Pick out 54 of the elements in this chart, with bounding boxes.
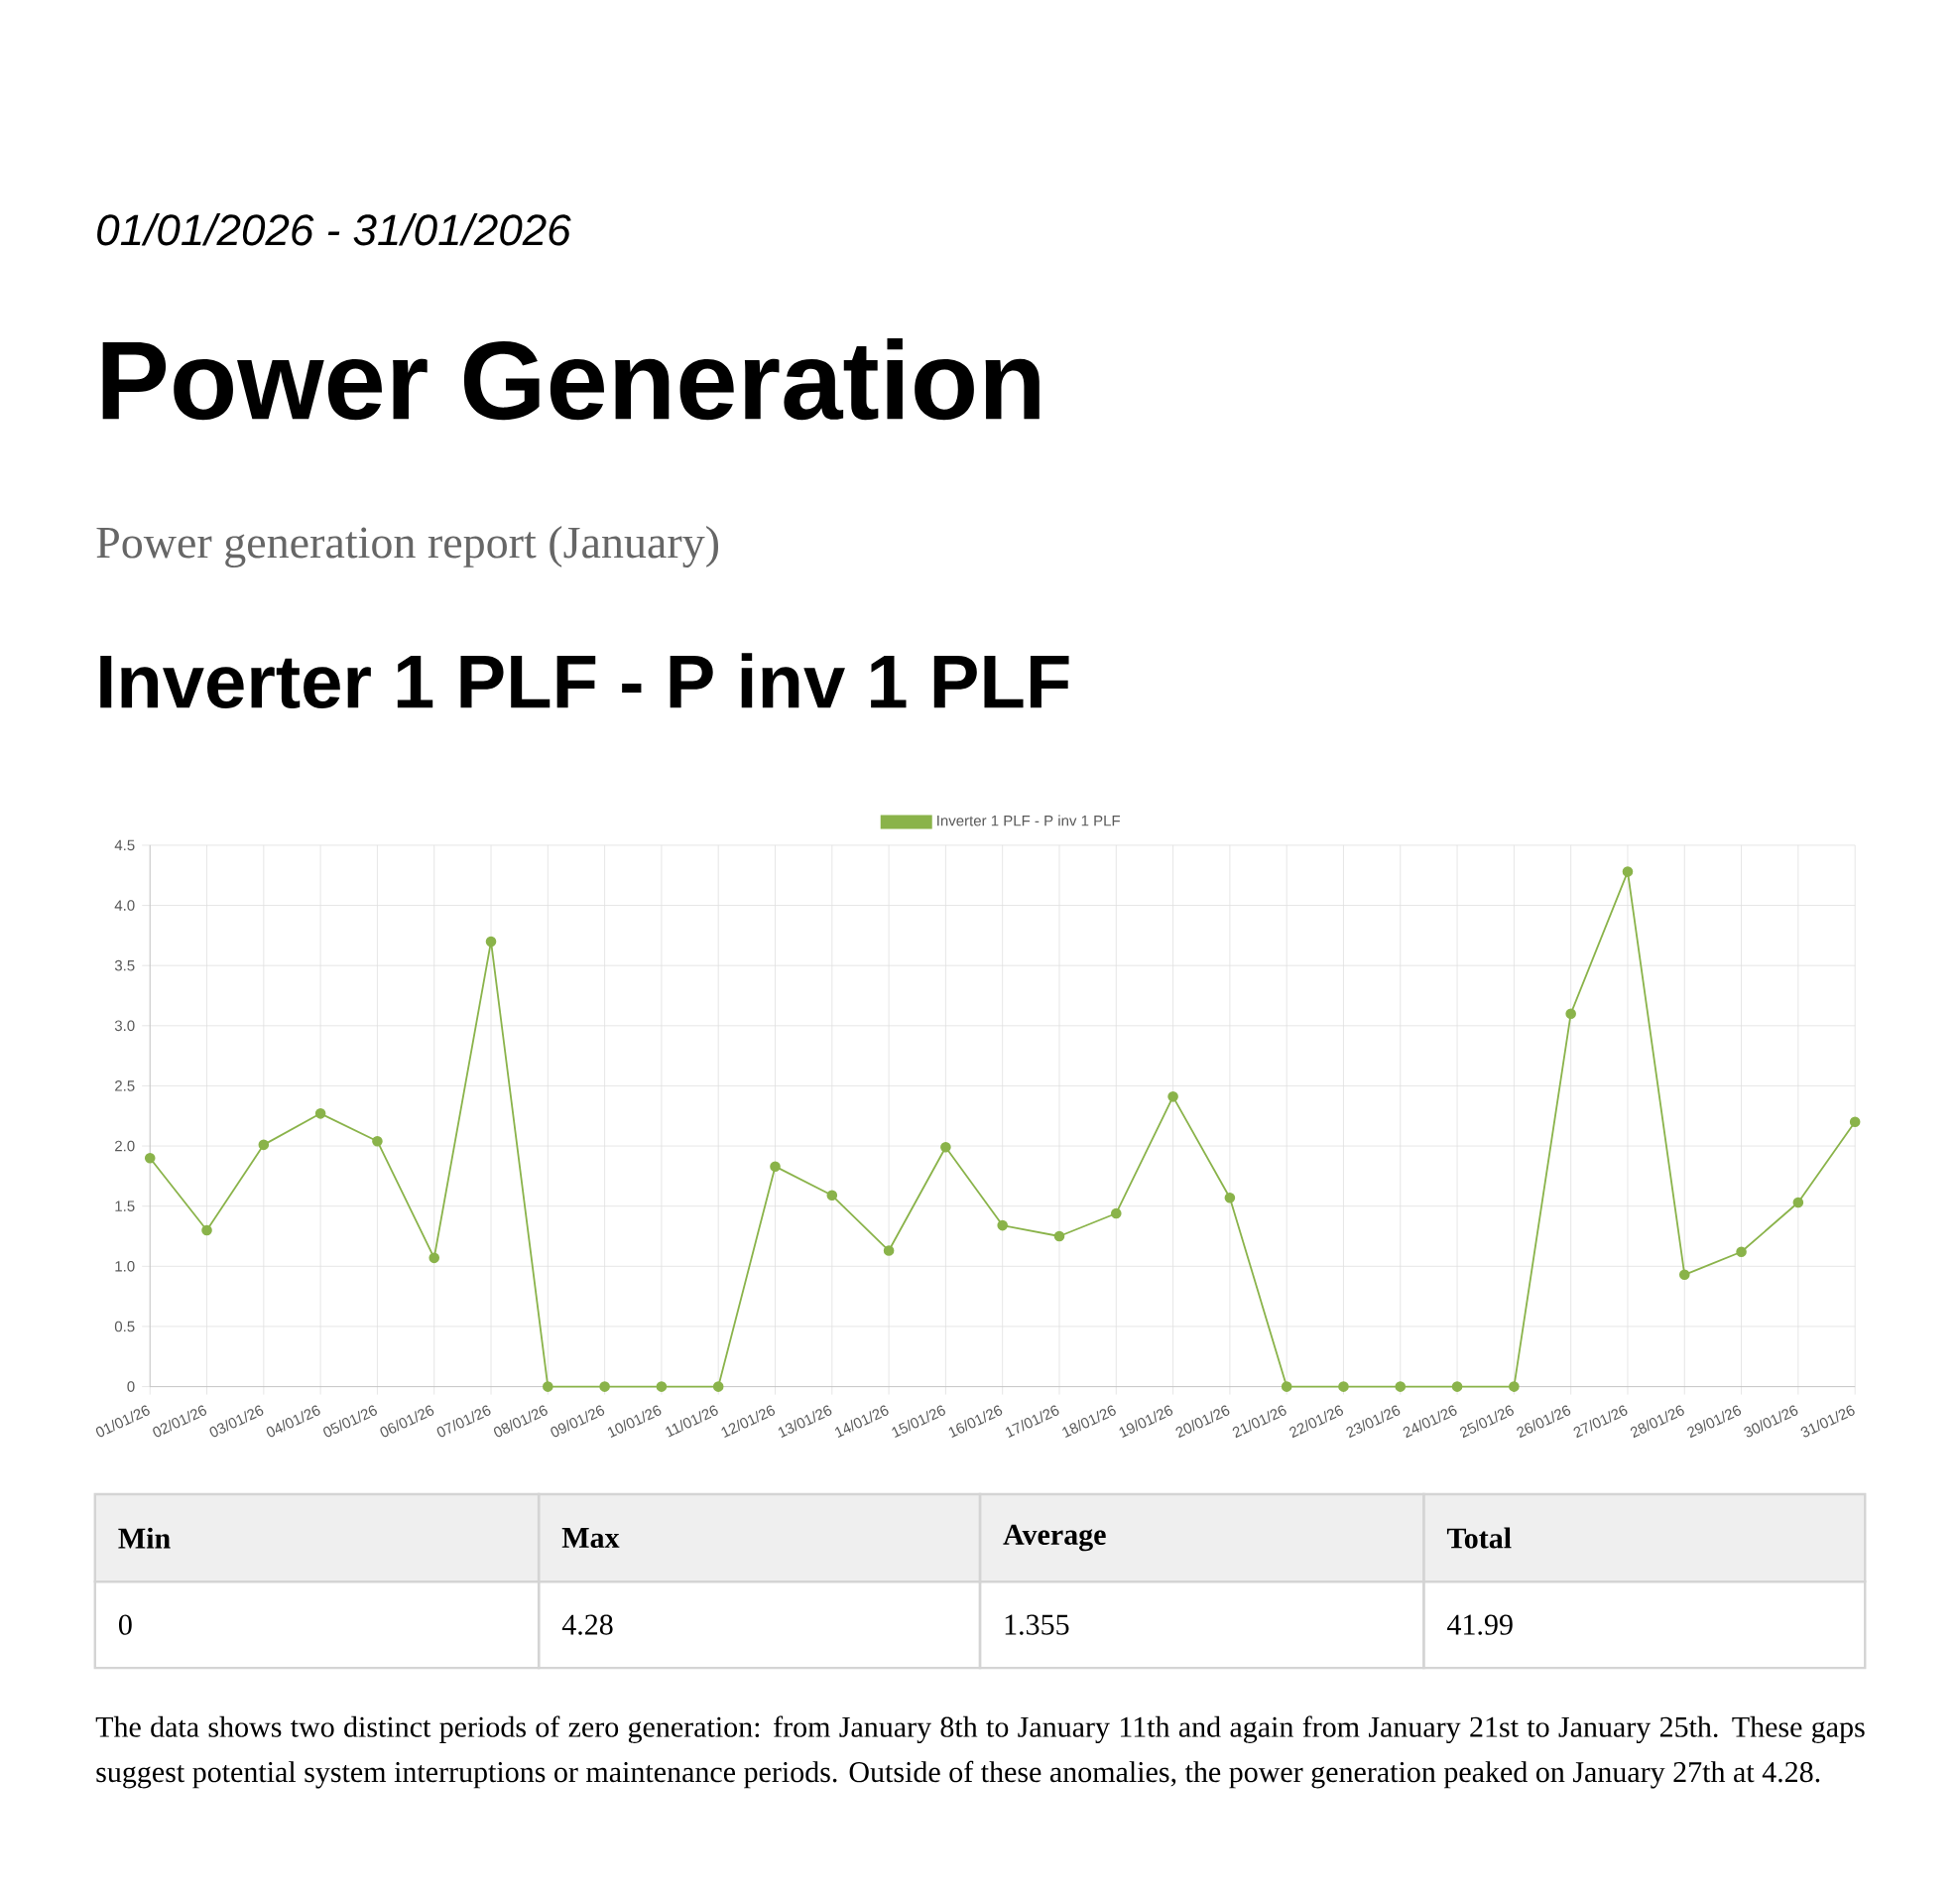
- y-tick-label: 4.5: [114, 839, 135, 851]
- point: [372, 1136, 383, 1147]
- point: [712, 1381, 724, 1393]
- point: [1509, 1381, 1520, 1393]
- point: [1849, 1116, 1861, 1128]
- text: Total: [1446, 1527, 1512, 1549]
- point: [1451, 1381, 1463, 1393]
- point: [314, 1108, 326, 1119]
- point: [1281, 1381, 1292, 1393]
- y-tick-label: 4.0: [114, 900, 135, 912]
- point: [543, 1381, 553, 1393]
- point: [485, 936, 497, 948]
- point: [144, 1153, 156, 1164]
- text: Max: [561, 1528, 620, 1549]
- point: [770, 1161, 781, 1173]
- y-tick-label: 0.5: [114, 1321, 135, 1332]
- y-tick-label: 1.5: [115, 1201, 135, 1212]
- point: [997, 1219, 1008, 1231]
- text: Min: [118, 1527, 171, 1549]
- point: [1110, 1207, 1122, 1219]
- point: [1053, 1230, 1065, 1242]
- point: [1395, 1381, 1407, 1393]
- point: [429, 1252, 440, 1264]
- point: [1678, 1269, 1690, 1281]
- text: 4.28: [561, 1614, 613, 1635]
- legend-label: Inverter 1 PLF - P inv 1 PLF: [937, 815, 1121, 826]
- point: [656, 1381, 668, 1393]
- text: The data shows two distinct periods of zero generation: from January 8th to January 11th and again from January 21st to January 25th. These gaps suggest potential system interruptions or maintenance periods. Outside of these anomalies, the power generation peaked on January 27th at 4.28.: [95, 1715, 1865, 1789]
- point: [1565, 1008, 1576, 1020]
- text: 01/01/2026 - 31/01/2026: [97, 213, 571, 246]
- point: [1224, 1193, 1236, 1203]
- point: [1622, 866, 1634, 878]
- y-tick-label: 3.5: [114, 960, 135, 971]
- point: [940, 1142, 951, 1153]
- y-tick-label: 2.0: [115, 1140, 135, 1152]
- text: 41.99: [1447, 1614, 1513, 1635]
- chart-title: Power Generation: [102, 338, 1040, 421]
- point: [883, 1245, 895, 1256]
- y-tick-label: 3.0: [114, 1020, 135, 1032]
- y-tick-label: 2.5: [115, 1080, 135, 1091]
- point: [599, 1381, 610, 1393]
- y-tick-label: 0: [127, 1381, 135, 1393]
- text: Average: [1003, 1525, 1106, 1552]
- point: [1792, 1197, 1804, 1208]
- chart-subtitle: Power generation report (January): [96, 526, 718, 569]
- point: [201, 1224, 212, 1236]
- point: [826, 1190, 838, 1201]
- point: [1338, 1381, 1349, 1393]
- point: [1167, 1091, 1178, 1102]
- point: [1736, 1246, 1747, 1258]
- y-tick-label: 1.0: [115, 1261, 135, 1272]
- point: [258, 1139, 270, 1151]
- text: Inverter 1 PLF - P inv 1 PLF: [100, 653, 1069, 709]
- text: 1.355: [1005, 1614, 1069, 1635]
